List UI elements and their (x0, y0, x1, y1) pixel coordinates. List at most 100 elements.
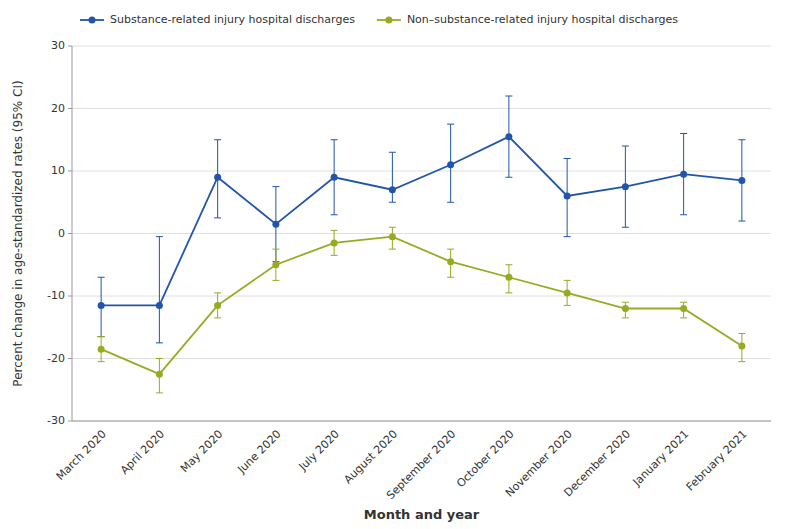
point (447, 258, 454, 265)
error-bar (505, 265, 512, 293)
point (564, 193, 571, 200)
error-bar-cap (272, 249, 279, 250)
point (98, 346, 105, 353)
grid (72, 46, 771, 421)
tick-label: October 2020 (454, 428, 517, 491)
axis-title: Month and year (364, 507, 480, 522)
error-bar-cap (272, 186, 279, 187)
tick-label: December 2020 (561, 428, 633, 500)
point (389, 186, 396, 193)
tick-label: January 2021 (630, 428, 692, 490)
tick-mark (68, 171, 72, 172)
error-bar-cap (505, 292, 512, 293)
series (98, 227, 746, 393)
series (98, 96, 746, 343)
tick-label: May 2020 (178, 428, 226, 476)
grid-line (72, 171, 771, 172)
point (331, 239, 338, 246)
error-bar-cap (738, 139, 745, 140)
point (156, 371, 163, 378)
error-bar-cap (447, 124, 454, 125)
error-bar-cap (738, 361, 745, 362)
error-bar (738, 334, 745, 362)
axes: -30-20-100102030March 2020April 2020May … (47, 39, 771, 502)
point (214, 174, 221, 181)
error-bar-cap (680, 214, 687, 215)
tick-label: June 2020 (235, 428, 284, 477)
error-bar-cap (505, 264, 512, 265)
error-bar (98, 277, 105, 336)
point (272, 221, 279, 228)
y-axis-line (72, 46, 73, 421)
tick-label: 10 (51, 164, 65, 177)
tick-mark (68, 358, 72, 359)
legend-label: Non–substance-related injury hospital di… (407, 13, 678, 26)
error-bar-cap (389, 202, 396, 203)
point (738, 177, 745, 184)
error-bar-cap (156, 358, 163, 359)
error-bar-cap (564, 305, 571, 306)
point (214, 302, 221, 309)
error-bar-cap (622, 302, 629, 303)
point (447, 161, 454, 168)
error-bar-cap (98, 361, 105, 362)
tick-label: -20 (47, 352, 65, 365)
tick-label: April 2020 (118, 428, 167, 477)
tick-mark (68, 233, 72, 234)
legend-label: Substance-related injury hospital discha… (110, 13, 355, 26)
point (680, 305, 687, 312)
error-bar (98, 337, 105, 362)
error-bar-cap (98, 336, 105, 337)
tick-label: 20 (51, 102, 65, 115)
tick-label: 0 (58, 227, 65, 240)
error-bar-stem (392, 152, 393, 202)
tick-label: March 2020 (54, 428, 109, 483)
error-bar (156, 237, 163, 343)
error-bar-cap (98, 336, 105, 337)
error-bar (214, 293, 221, 318)
tick-mark (68, 46, 72, 47)
error-bar-cap (505, 177, 512, 178)
error-bar-cap (214, 292, 221, 293)
line (101, 137, 742, 306)
error-bar-cap (214, 217, 221, 218)
error-bar (505, 96, 512, 177)
error-bar (214, 140, 221, 218)
legend-item: Substance-related injury hospital discha… (80, 13, 355, 26)
point (156, 302, 163, 309)
grid-line (72, 46, 771, 47)
point (505, 133, 512, 140)
error-bar-cap (214, 317, 221, 318)
error-bar-cap (680, 133, 687, 134)
error-bar-cap (389, 249, 396, 250)
error-bar-cap (272, 280, 279, 281)
tick-label: -30 (47, 414, 65, 427)
tick-label: February 2021 (684, 428, 750, 494)
point (272, 261, 279, 268)
point (389, 233, 396, 240)
point (622, 305, 629, 312)
point (331, 174, 338, 181)
legend-swatch (89, 17, 96, 24)
tick-mark (68, 296, 72, 297)
error-bar (272, 249, 279, 280)
tick-mark (68, 421, 72, 422)
error-bar-cap (738, 221, 745, 222)
error-bar-cap (214, 139, 221, 140)
error-bar-cap (622, 146, 629, 147)
tick-label: September 2020 (384, 428, 458, 502)
error-bar (331, 230, 338, 255)
error-bar-cap (680, 302, 687, 303)
legend-swatch (385, 17, 392, 24)
chart: -30-20-100102030March 2020April 2020May … (0, 0, 791, 529)
error-bar (680, 134, 687, 215)
error-bar (622, 146, 629, 227)
error-bar-cap (98, 277, 105, 278)
x-axis-line (72, 421, 771, 422)
error-bar-cap (680, 317, 687, 318)
error-bar-cap (389, 227, 396, 228)
error-bar-cap (622, 227, 629, 228)
error-bar (738, 140, 745, 221)
grid-line (72, 233, 771, 234)
point (680, 171, 687, 178)
